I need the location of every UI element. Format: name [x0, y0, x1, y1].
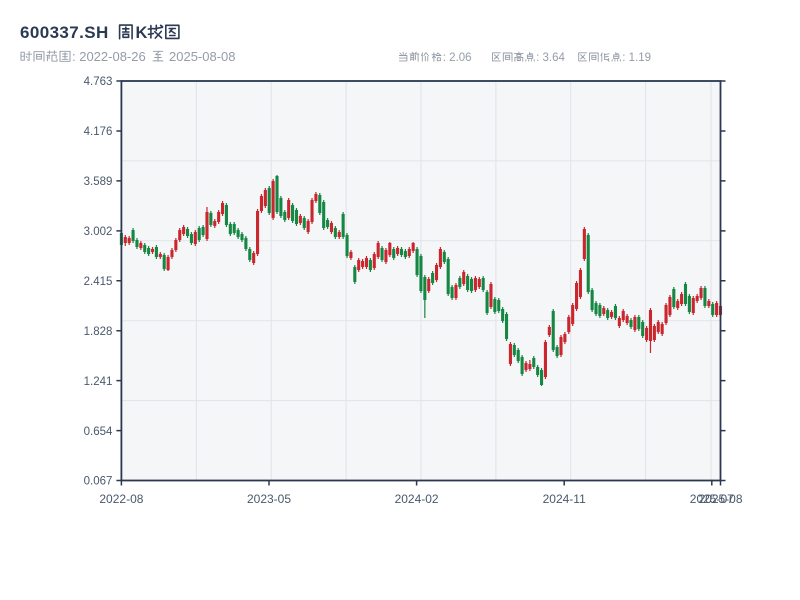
svg-text:0.067: 0.067: [84, 476, 113, 488]
svg-text:: 1.19: : 1.19: [622, 52, 651, 64]
svg-text:1.828: 1.828: [84, 326, 113, 338]
svg-text:4.763: 4.763: [84, 76, 113, 88]
svg-text:: 2022-08-26: : 2022-08-26: [72, 49, 146, 64]
svg-text:2025-08: 2025-08: [698, 492, 742, 506]
svg-text:2024-11: 2024-11: [543, 492, 586, 506]
svg-text:2.415: 2.415: [84, 276, 113, 288]
svg-text:2024-02: 2024-02: [395, 492, 439, 506]
svg-text:1.241: 1.241: [84, 376, 113, 388]
svg-text:: 3.64: : 3.64: [536, 52, 565, 64]
svg-text:2025-07: 2025-07: [690, 492, 734, 506]
svg-text:0.654: 0.654: [84, 426, 113, 438]
svg-text:4.176: 4.176: [84, 126, 113, 138]
svg-text:3.002: 3.002: [84, 226, 113, 238]
svg-text:2022-08: 2022-08: [99, 492, 143, 506]
svg-text:: 2.06: : 2.06: [443, 52, 472, 64]
svg-text:3.589: 3.589: [84, 176, 113, 188]
svg-text:2025-08-08: 2025-08-08: [169, 49, 236, 64]
svg-text:K: K: [136, 24, 148, 42]
svg-text:600337.SH: 600337.SH: [20, 23, 109, 42]
svg-text:2023-05: 2023-05: [247, 492, 291, 506]
